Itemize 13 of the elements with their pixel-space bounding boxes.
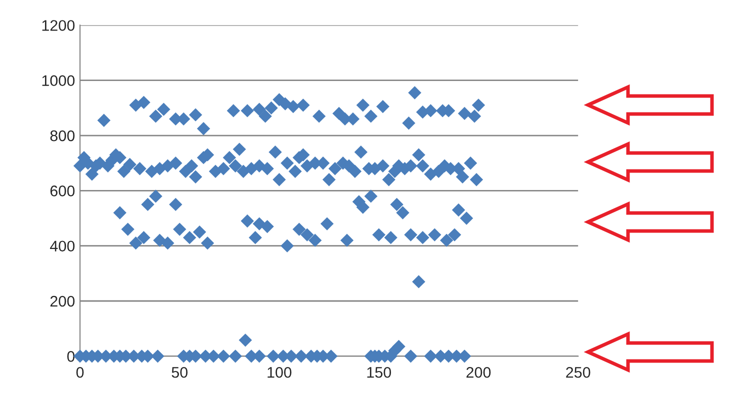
x-tick-label: 250 [566,366,590,378]
x-tick-label: 0 [76,366,84,378]
x-tick-label: 200 [466,366,491,378]
y-tick-label: 600 [50,186,75,196]
y-tick-label: 400 [50,240,75,252]
y-tick-label: 1200 [42,20,75,31]
x-tick-label: 150 [367,366,392,378]
y-tick-label: 1000 [42,75,75,86]
y-tick-label: 800 [50,130,75,142]
y-tick-label: 0 [67,351,75,362]
x-tick-label: 50 [172,366,188,378]
y-tick-label: 200 [50,296,75,307]
x-tick-label: 100 [268,366,292,378]
